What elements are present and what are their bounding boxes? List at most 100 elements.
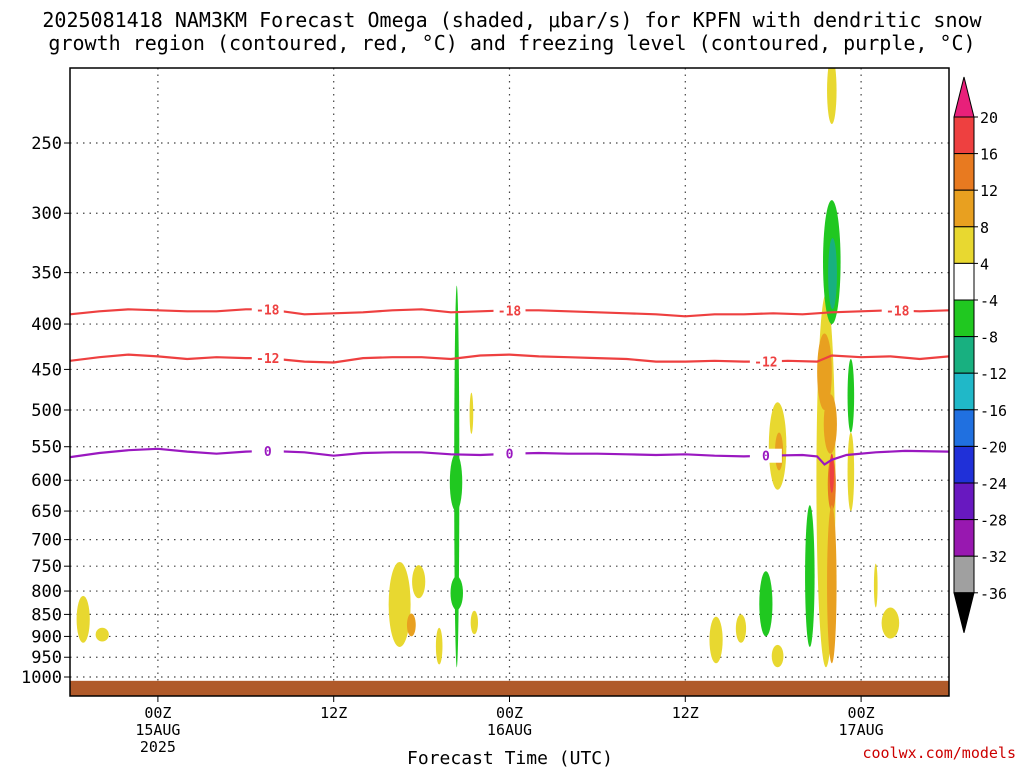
omega-cell — [759, 571, 773, 637]
omega-cell — [817, 333, 832, 410]
omega-cell — [829, 453, 834, 493]
temperature-contours: -18 -18 -18 -12 -12 0 0 0 — [70, 302, 949, 466]
y-tick-label: 450 — [31, 360, 62, 380]
y-tick-label: 350 — [31, 264, 62, 284]
x-tick-label: 00Z — [496, 704, 523, 722]
contour-line — [70, 353, 949, 364]
colorbar-label: -8 — [980, 329, 998, 347]
omega-cell — [76, 595, 90, 643]
credit-text: coolwx.com/models — [862, 744, 1016, 762]
contour-label: 0 — [506, 448, 514, 463]
contour-label: -18 — [256, 303, 280, 318]
contour-label: -12 — [256, 352, 279, 367]
omega-cell — [881, 607, 900, 639]
x-axis-title: Forecast Time (UTC) — [407, 748, 613, 768]
colorbar-label: -4 — [980, 292, 998, 310]
omega-cell — [388, 562, 411, 647]
omega-cell — [827, 68, 837, 125]
colorbar-segment — [953, 482, 975, 521]
colorbar-label: 20 — [980, 109, 998, 127]
chart-title-line-2: growth region (contoured, red, °C) and f… — [48, 31, 976, 55]
omega-cell — [828, 238, 837, 310]
y-tick-label: 650 — [31, 502, 62, 522]
y-tick-label: 400 — [31, 315, 62, 335]
y-tick-label: 1000 — [21, 668, 62, 688]
omega-cell — [450, 576, 463, 610]
y-tick-label: 300 — [31, 204, 62, 224]
y-tick-label: 950 — [31, 648, 62, 668]
colorbar-label: -28 — [980, 512, 1007, 530]
omega-cell — [823, 394, 837, 454]
colorbar-segment — [953, 519, 975, 557]
omega-cell — [470, 610, 479, 635]
omega-cell — [412, 565, 426, 599]
colorbar-segment — [953, 189, 975, 228]
y-tick-label: 700 — [31, 531, 62, 551]
omega-cell — [847, 432, 855, 512]
x-tick-label: 12Z — [672, 704, 699, 722]
contour-label-bg — [749, 354, 782, 369]
contour-label: -18 — [886, 304, 910, 319]
colorbar-segment — [953, 409, 975, 447]
omega-cell — [406, 613, 416, 637]
y-tick-label: 900 — [31, 627, 62, 647]
y-tick-label: 250 — [31, 134, 62, 154]
colorbar-label: -16 — [980, 402, 1007, 420]
omega-cell — [709, 616, 723, 664]
contour-label-bg — [251, 302, 284, 317]
colorbar-label: 12 — [980, 182, 998, 200]
omega-cell — [805, 505, 815, 647]
colorbar-segment — [953, 226, 975, 264]
y-tick-label: 850 — [31, 605, 62, 625]
colorbar-segment — [953, 262, 975, 301]
omega-cell — [435, 627, 443, 665]
colorbar-segment — [953, 445, 975, 484]
colorbar-segment — [953, 555, 975, 594]
contour-label-bg — [493, 446, 526, 461]
y-tick-label: 550 — [31, 438, 62, 458]
colorbar-label: 8 — [980, 219, 989, 237]
colorbar-top-triangle — [953, 76, 975, 118]
x-tick-label: 2025 — [140, 738, 176, 756]
y-axis-labels: 2503003504004505005506006507007508008509… — [21, 134, 70, 688]
omega-cell — [847, 359, 855, 433]
contour-label-bg — [251, 351, 284, 366]
colorbar-segment — [953, 116, 975, 155]
contour-label-bg — [251, 443, 284, 458]
x-tick-label: 12Z — [320, 704, 347, 722]
x-tick-label: 17AUG — [839, 721, 884, 739]
grid-lines — [70, 68, 949, 696]
colorbar-label: -20 — [980, 438, 1007, 456]
x-tick-label: 00Z — [848, 704, 875, 722]
colorbar: 20 16 12 8 4 -4 -8 -12 -16 -20 -24 -28 -32 -36 — [953, 76, 1007, 633]
y-tick-label: 800 — [31, 582, 62, 602]
colorbar-segment — [953, 372, 975, 411]
contour-label: -18 — [498, 304, 522, 319]
colorbar-label: -12 — [980, 365, 1007, 383]
terrain-ground — [70, 680, 949, 696]
omega-cell — [771, 644, 784, 668]
colorbar-label: -36 — [980, 585, 1007, 603]
y-tick-label: 600 — [31, 471, 62, 491]
x-tick-label: 00Z — [144, 704, 171, 722]
colorbar-label: -24 — [980, 475, 1007, 493]
contour-label: 0 — [264, 445, 272, 460]
x-tick-label: 16AUG — [487, 721, 532, 739]
colorbar-label: 4 — [980, 255, 989, 273]
x-tick-label: 15AUG — [135, 721, 180, 739]
colorbar-bottom-triangle — [953, 592, 975, 633]
contour-label-bg — [881, 303, 914, 318]
chart-title-line-1: 2025081418 NAM3KM Forecast Omega (shaded… — [42, 8, 982, 32]
colorbar-label: 16 — [980, 146, 998, 164]
y-tick-label: 500 — [31, 401, 62, 421]
colorbar-segment — [953, 336, 975, 374]
contour-label: -12 — [754, 356, 777, 371]
omega-cell — [735, 614, 747, 643]
colorbar-label: -32 — [980, 548, 1007, 566]
colorbar-segment — [953, 299, 975, 338]
contour-label-bg — [493, 303, 526, 318]
contour-label: 0 — [762, 450, 770, 465]
omega-shading — [76, 68, 900, 668]
